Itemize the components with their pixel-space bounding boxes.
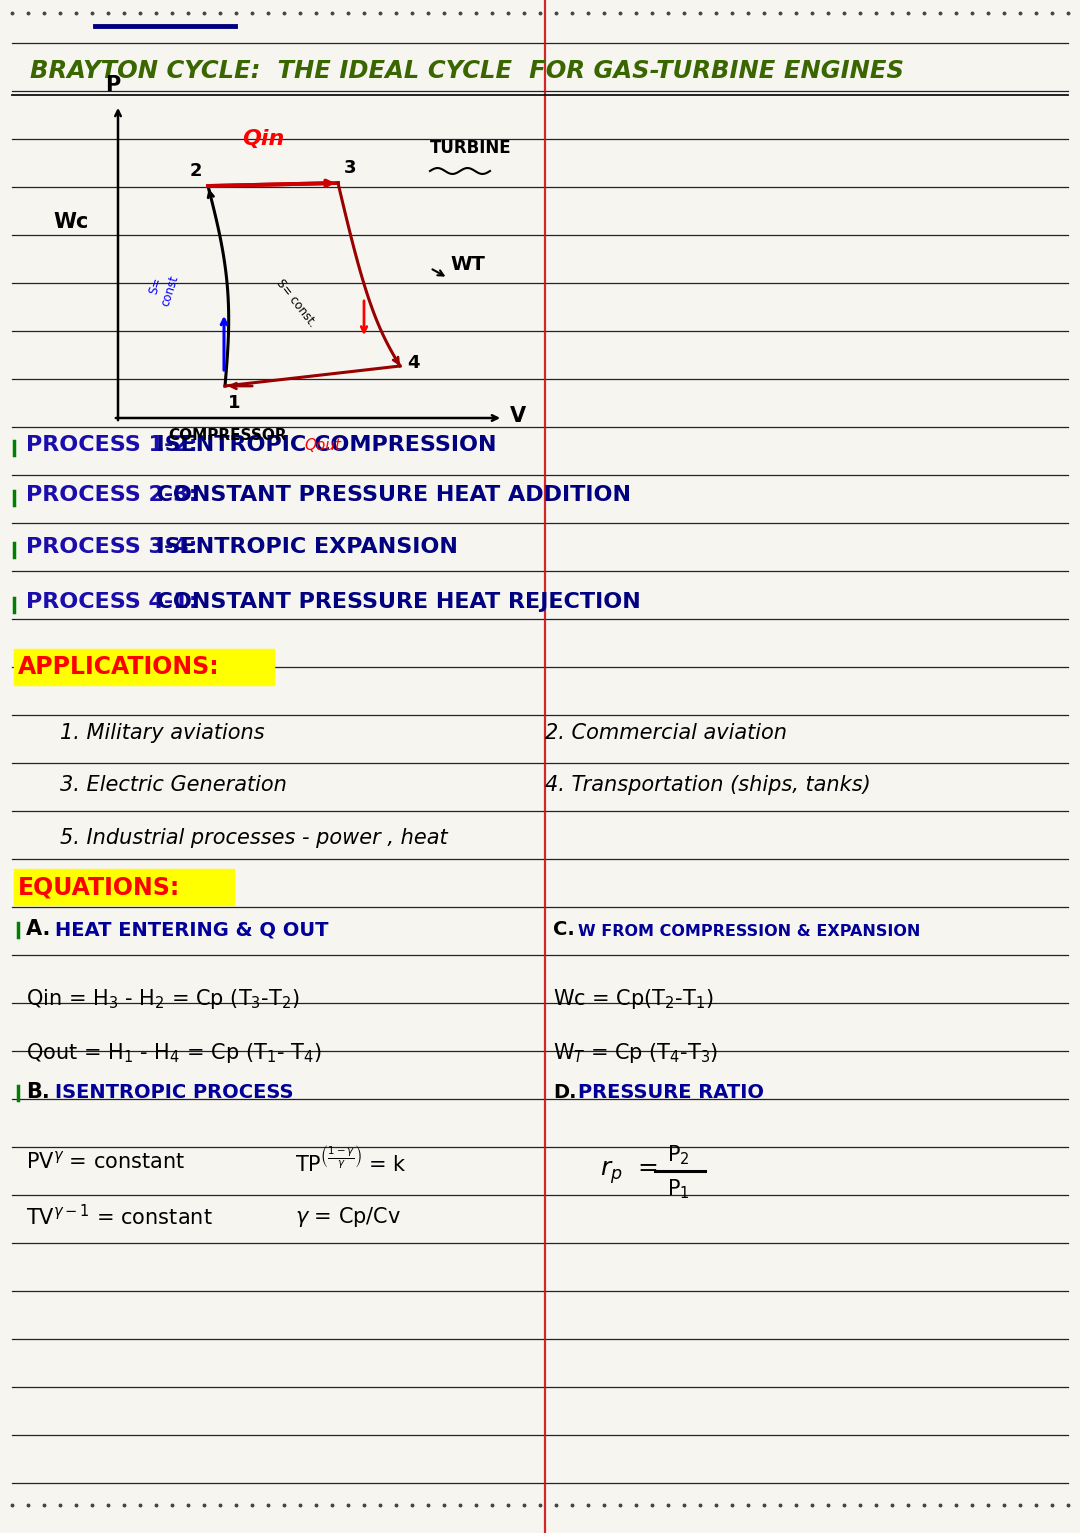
Text: P: P — [106, 75, 121, 95]
Text: EQUATIONS:: EQUATIONS: — [18, 875, 180, 898]
Text: TP$^{\left(\frac{1-\gamma}{\gamma}\right)}$ = k: TP$^{\left(\frac{1-\gamma}{\gamma}\right… — [295, 1147, 407, 1176]
Text: Qin: Qin — [242, 129, 284, 149]
Text: WT: WT — [450, 254, 485, 274]
Text: 3. Electric Generation: 3. Electric Generation — [60, 776, 287, 796]
Text: ISENTROPIC EXPANSION: ISENTROPIC EXPANSION — [141, 537, 458, 556]
Text: W$_T$ = Cp (T$_4$-T$_3$): W$_T$ = Cp (T$_4$-T$_3$) — [553, 1041, 718, 1065]
Text: PV$^\gamma$ = constant: PV$^\gamma$ = constant — [26, 1150, 186, 1173]
Text: S=
const: S= const — [145, 268, 181, 308]
Text: PROCESS 4-1:: PROCESS 4-1: — [26, 592, 198, 612]
Text: W FROM COMPRESSION & EXPANSION: W FROM COMPRESSION & EXPANSION — [578, 924, 920, 940]
Text: 4: 4 — [407, 354, 419, 373]
Text: 3: 3 — [345, 159, 356, 176]
Text: P$_2$: P$_2$ — [666, 1144, 689, 1167]
Text: C.: C. — [553, 920, 575, 940]
Text: COMPRESSOR: COMPRESSOR — [168, 428, 286, 443]
Text: 2. Commercial aviation: 2. Commercial aviation — [545, 724, 787, 744]
Text: HEAT ENTERING & Q OUT: HEAT ENTERING & Q OUT — [55, 920, 328, 940]
Text: $\gamma$ = Cp/Cv: $\gamma$ = Cp/Cv — [295, 1205, 402, 1229]
Text: 5. Industrial processes - power , heat: 5. Industrial processes - power , heat — [60, 828, 447, 848]
Text: Qin = H$_3$ - H$_2$ = Cp (T$_3$-T$_2$): Qin = H$_3$ - H$_2$ = Cp (T$_3$-T$_2$) — [26, 987, 299, 1010]
Text: PROCESS 2-3:: PROCESS 2-3: — [26, 484, 198, 504]
Text: ISENTROPIC PROCESS: ISENTROPIC PROCESS — [55, 1082, 294, 1102]
Text: D.: D. — [553, 1082, 577, 1102]
Text: CONSTANT PRESSURE HEAT REJECTION: CONSTANT PRESSURE HEAT REJECTION — [141, 592, 640, 612]
Text: 1: 1 — [228, 394, 241, 412]
Text: Wc = Cp(T$_2$-T$_1$): Wc = Cp(T$_2$-T$_1$) — [553, 987, 714, 1010]
Text: P$_1$: P$_1$ — [666, 1177, 689, 1200]
Text: APPLICATIONS:: APPLICATIONS: — [18, 655, 219, 679]
Bar — [14, 869, 234, 904]
Text: ISENTROPIC COMPRESSION: ISENTROPIC COMPRESSION — [141, 435, 497, 455]
Text: S= const.: S= const. — [273, 276, 319, 330]
Text: Qout = H$_1$ - H$_4$ = Cp (T$_1$- T$_4$): Qout = H$_1$ - H$_4$ = Cp (T$_1$- T$_4$) — [26, 1041, 322, 1065]
Text: $r_p$  =: $r_p$ = — [600, 1159, 658, 1187]
Text: TURBINE: TURBINE — [430, 140, 512, 156]
Text: BRAYTON CYCLE:  THE IDEAL CYCLE  FOR GAS-TURBINE ENGINES: BRAYTON CYCLE: THE IDEAL CYCLE FOR GAS-T… — [30, 58, 904, 83]
Bar — [14, 648, 274, 685]
Text: PROCESS 1-2:: PROCESS 1-2: — [26, 435, 198, 455]
Text: Wc: Wc — [53, 212, 89, 231]
Text: 1. Military aviations: 1. Military aviations — [60, 724, 265, 744]
Text: V: V — [510, 406, 526, 426]
Text: TV$^{\gamma-1}$ = constant: TV$^{\gamma-1}$ = constant — [26, 1205, 213, 1229]
Text: PROCESS 3-4:: PROCESS 3-4: — [26, 537, 198, 556]
Text: 4. Transportation (ships, tanks): 4. Transportation (ships, tanks) — [545, 776, 870, 796]
Text: A.: A. — [26, 918, 57, 940]
Text: B.: B. — [26, 1082, 50, 1102]
Text: Qout: Qout — [303, 438, 341, 452]
Text: 2: 2 — [190, 162, 203, 179]
Text: PRESSURE RATIO: PRESSURE RATIO — [578, 1082, 764, 1102]
Text: CONSTANT PRESSURE HEAT ADDITION: CONSTANT PRESSURE HEAT ADDITION — [141, 484, 631, 504]
